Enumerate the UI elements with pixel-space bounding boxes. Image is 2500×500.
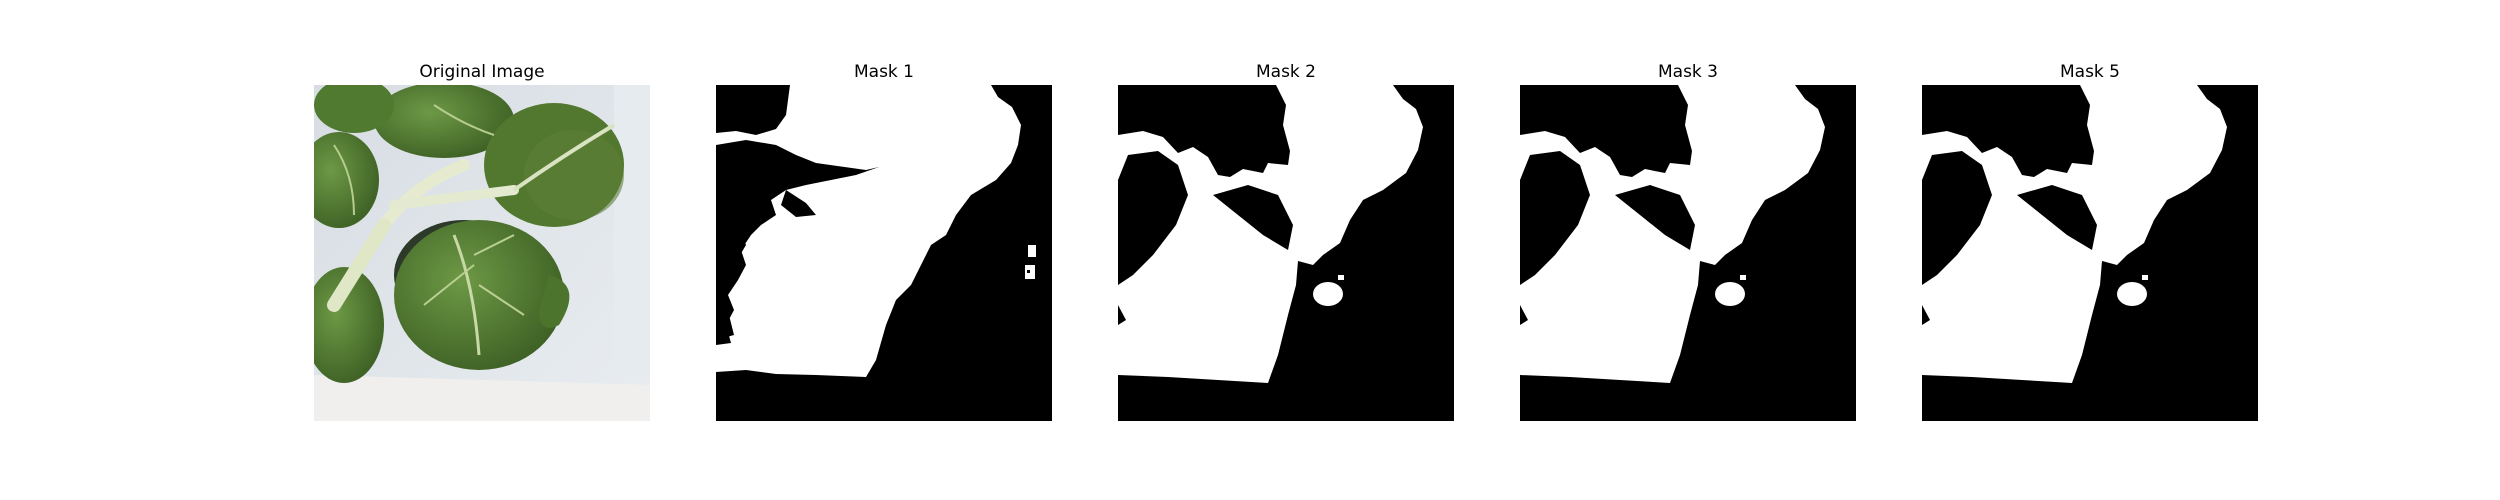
panel-title: Mask 1 (853, 62, 914, 82)
panel-title: Mask 2 (1255, 62, 1316, 82)
mask-3-image (1520, 85, 1856, 421)
original-plant-photo (314, 85, 650, 421)
mask-2-image (1118, 85, 1454, 421)
panel-title: Mask 3 (1657, 62, 1718, 82)
panel-title: Mask 5 (2059, 62, 2120, 82)
mask-1-image (716, 85, 1052, 421)
panel-mask-1: Mask 1 (716, 60, 1052, 421)
panel-mask-3: Mask 3 (1520, 60, 1856, 421)
panel-mask-5: Mask 5 (1922, 60, 2258, 421)
panel-mask-2: Mask 2 (1118, 60, 1454, 421)
panel-original-image: Original Image (314, 60, 650, 421)
panel-title: Original Image (419, 62, 545, 82)
mask-5-image (1922, 85, 2258, 421)
leaf-left-top (314, 132, 379, 228)
